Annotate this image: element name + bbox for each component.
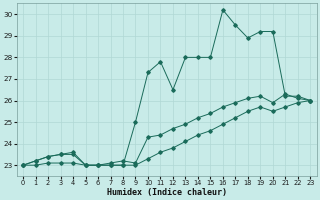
X-axis label: Humidex (Indice chaleur): Humidex (Indice chaleur) [107,188,227,197]
